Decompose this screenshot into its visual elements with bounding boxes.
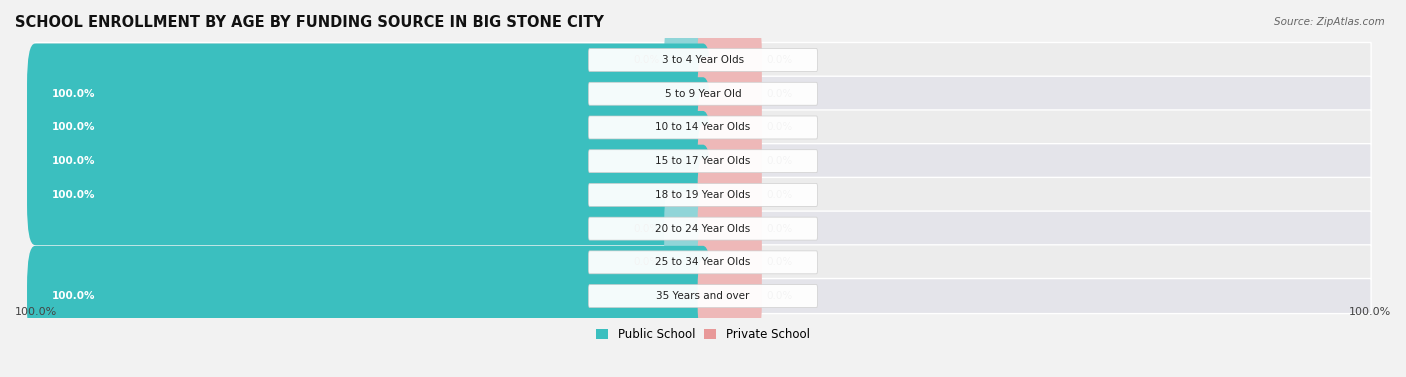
Text: 100.0%: 100.0% <box>15 307 58 317</box>
FancyBboxPatch shape <box>589 116 817 139</box>
FancyBboxPatch shape <box>697 23 762 97</box>
Text: 20 to 24 Year Olds: 20 to 24 Year Olds <box>655 224 751 234</box>
Text: 0.0%: 0.0% <box>766 224 793 234</box>
Text: 100.0%: 100.0% <box>52 156 96 166</box>
Text: 0.0%: 0.0% <box>766 190 793 200</box>
FancyBboxPatch shape <box>697 192 762 265</box>
FancyBboxPatch shape <box>697 158 762 231</box>
FancyBboxPatch shape <box>35 110 1371 145</box>
Text: 3 to 4 Year Olds: 3 to 4 Year Olds <box>662 55 744 65</box>
Text: 0.0%: 0.0% <box>766 156 793 166</box>
FancyBboxPatch shape <box>589 217 817 240</box>
Text: Source: ZipAtlas.com: Source: ZipAtlas.com <box>1274 17 1385 27</box>
FancyBboxPatch shape <box>697 91 762 164</box>
Text: 0.0%: 0.0% <box>766 89 793 99</box>
FancyBboxPatch shape <box>664 23 709 97</box>
FancyBboxPatch shape <box>589 184 817 206</box>
FancyBboxPatch shape <box>35 245 1371 280</box>
Text: 0.0%: 0.0% <box>633 257 659 267</box>
FancyBboxPatch shape <box>35 211 1371 246</box>
FancyBboxPatch shape <box>35 43 1371 78</box>
FancyBboxPatch shape <box>35 279 1371 314</box>
Text: 100.0%: 100.0% <box>52 190 96 200</box>
Text: 0.0%: 0.0% <box>766 55 793 65</box>
Text: 0.0%: 0.0% <box>766 257 793 267</box>
FancyBboxPatch shape <box>27 246 711 346</box>
FancyBboxPatch shape <box>589 285 817 308</box>
FancyBboxPatch shape <box>697 259 762 333</box>
Text: 0.0%: 0.0% <box>633 55 659 65</box>
FancyBboxPatch shape <box>35 76 1371 111</box>
FancyBboxPatch shape <box>589 150 817 173</box>
FancyBboxPatch shape <box>589 82 817 105</box>
FancyBboxPatch shape <box>697 57 762 130</box>
Text: 100.0%: 100.0% <box>1348 307 1391 317</box>
Text: 0.0%: 0.0% <box>633 224 659 234</box>
FancyBboxPatch shape <box>664 192 709 265</box>
Text: 100.0%: 100.0% <box>52 291 96 301</box>
FancyBboxPatch shape <box>35 177 1371 213</box>
Text: 10 to 14 Year Olds: 10 to 14 Year Olds <box>655 123 751 132</box>
FancyBboxPatch shape <box>589 49 817 72</box>
Text: 35 Years and over: 35 Years and over <box>657 291 749 301</box>
Legend: Public School, Private School: Public School, Private School <box>592 323 814 346</box>
Text: 0.0%: 0.0% <box>766 291 793 301</box>
Text: 0.0%: 0.0% <box>766 123 793 132</box>
FancyBboxPatch shape <box>589 251 817 274</box>
Text: 18 to 19 Year Olds: 18 to 19 Year Olds <box>655 190 751 200</box>
Text: SCHOOL ENROLLMENT BY AGE BY FUNDING SOURCE IN BIG STONE CITY: SCHOOL ENROLLMENT BY AGE BY FUNDING SOUR… <box>15 15 603 30</box>
FancyBboxPatch shape <box>697 124 762 198</box>
Text: 100.0%: 100.0% <box>52 89 96 99</box>
Text: 100.0%: 100.0% <box>52 123 96 132</box>
FancyBboxPatch shape <box>697 225 762 299</box>
Text: 5 to 9 Year Old: 5 to 9 Year Old <box>665 89 741 99</box>
FancyBboxPatch shape <box>27 77 711 178</box>
FancyBboxPatch shape <box>27 145 711 245</box>
FancyBboxPatch shape <box>664 225 709 299</box>
Text: 25 to 34 Year Olds: 25 to 34 Year Olds <box>655 257 751 267</box>
Text: 15 to 17 Year Olds: 15 to 17 Year Olds <box>655 156 751 166</box>
FancyBboxPatch shape <box>27 111 711 211</box>
FancyBboxPatch shape <box>35 144 1371 179</box>
FancyBboxPatch shape <box>27 43 711 144</box>
